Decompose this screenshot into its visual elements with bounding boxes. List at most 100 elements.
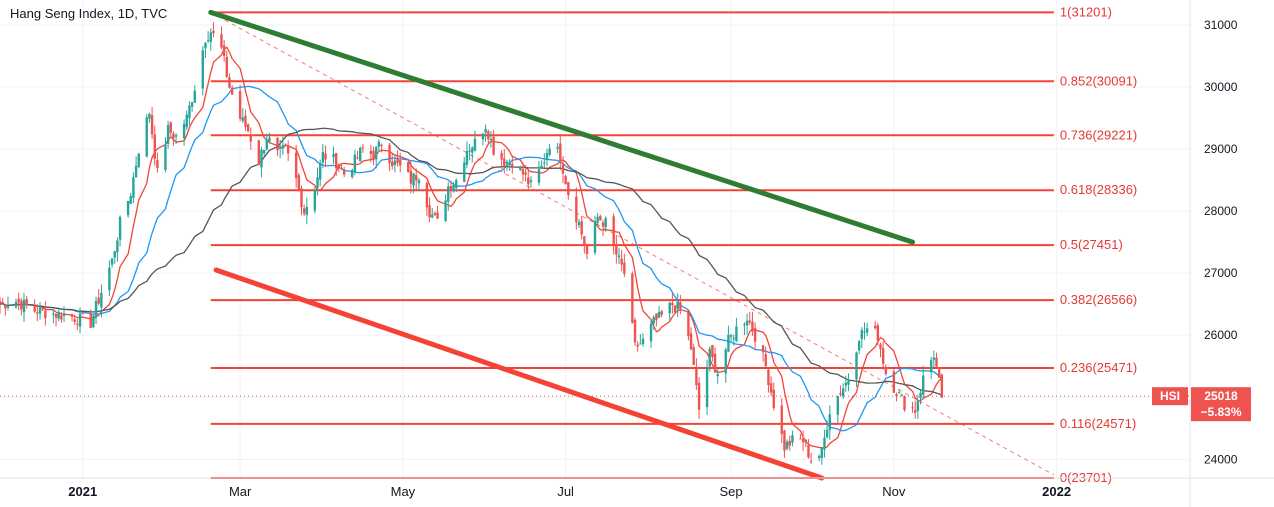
candle-body [676,301,679,309]
fib-level-label: 0.5(27451) [1060,237,1123,252]
candle-body [444,200,447,222]
candle-body [361,147,365,149]
candle-body [804,439,807,443]
candle-body [823,437,826,450]
candle-body [409,170,413,184]
candle-body [36,312,39,314]
candle-body [601,222,605,227]
candle-body [4,304,7,309]
candle-body [897,392,901,394]
fib-retracement[interactable]: 1(31201) 0.852(30091) 0.736(29221) 0.618(28… [210,4,1137,485]
last-price-change: −5.83% [1200,405,1241,419]
candle-body [324,153,327,160]
candle-body [556,146,559,149]
candle-body [636,344,639,347]
candle-body [807,445,810,458]
candle-body [652,317,655,324]
candle-body [524,172,527,175]
candle-body [89,313,92,328]
candle-body [895,394,898,397]
trendlines[interactable] [208,9,916,481]
ma-slow-line [0,127,943,396]
candle-body [820,447,823,459]
x-tick-label: Nov [882,484,906,499]
candle-body [921,375,925,395]
candle-body [78,313,82,327]
x-tick-label: Mar [229,484,252,499]
x-tick-label: 2021 [68,484,97,499]
candle-body [913,409,917,413]
y-tick-label: 29000 [1204,142,1238,156]
candle-body [132,177,135,198]
candle-body [575,196,578,223]
candle-body [615,244,618,255]
candle-body [126,200,130,216]
candle-body [41,308,44,310]
candle-body [855,352,858,380]
fib-level-label: 1(31201) [1060,4,1112,19]
candle-body [14,301,18,308]
candle-body [60,315,63,320]
candle-body [543,162,546,164]
chart-title: Hang Seng Index, 1D, TVC [10,6,168,21]
fib-level-label: 0.116(24571) [1060,416,1136,431]
candle-body [767,369,770,386]
candle-body [596,216,599,223]
candle-body [620,258,623,265]
candle-body [799,438,802,440]
candle-body [724,349,727,374]
candle-body [337,164,341,168]
moving-averages [0,46,943,449]
candle-body [844,382,848,386]
candle-body [81,313,84,315]
candle-body [76,323,79,325]
candle-body [695,366,698,386]
candle-body [174,135,178,137]
candle-body [623,262,626,274]
candle-body [25,299,28,306]
candle-body [708,348,711,367]
last-price-badge: HSI 25018 −5.83% [0,387,1251,422]
candle-body [20,300,23,310]
candle-body [1,302,4,304]
candle-body [412,173,415,186]
fib-level-label: 0.618(28336) [1060,182,1137,197]
candle-body [583,236,586,246]
fib-level-label: 0.382(26566) [1060,292,1137,307]
candle-body [380,144,383,146]
candle-body [743,324,746,326]
candle-body [500,152,503,160]
candle-body [559,143,562,161]
candle-body [0,300,2,305]
candle-body [297,175,301,190]
candle-body [593,221,597,253]
candle-body [417,180,421,184]
candle-body [839,392,842,395]
candle-body [857,341,861,351]
candle-body [655,313,658,321]
y-tick-label: 27000 [1204,266,1238,280]
candle-body [220,34,223,48]
candle-body [110,258,114,265]
candle-body [631,273,634,323]
candle-body [884,367,888,374]
candle-body [769,383,773,393]
candle-body [828,414,831,430]
candle-body [617,255,621,258]
candle-body [148,113,151,119]
candle-body [172,133,175,139]
candle-body [201,50,204,89]
candle-body [278,146,282,149]
candle-body [294,152,298,179]
candle-body [788,441,791,446]
candle-body [228,77,231,88]
candle-body [492,136,495,155]
candle-body [238,91,242,119]
candle-body [761,345,765,353]
candle-body [481,133,485,140]
symbol-label: HSI [1160,389,1180,403]
candle-body [564,175,567,185]
y-tick-label: 26000 [1204,328,1238,342]
candle-body [206,40,210,42]
